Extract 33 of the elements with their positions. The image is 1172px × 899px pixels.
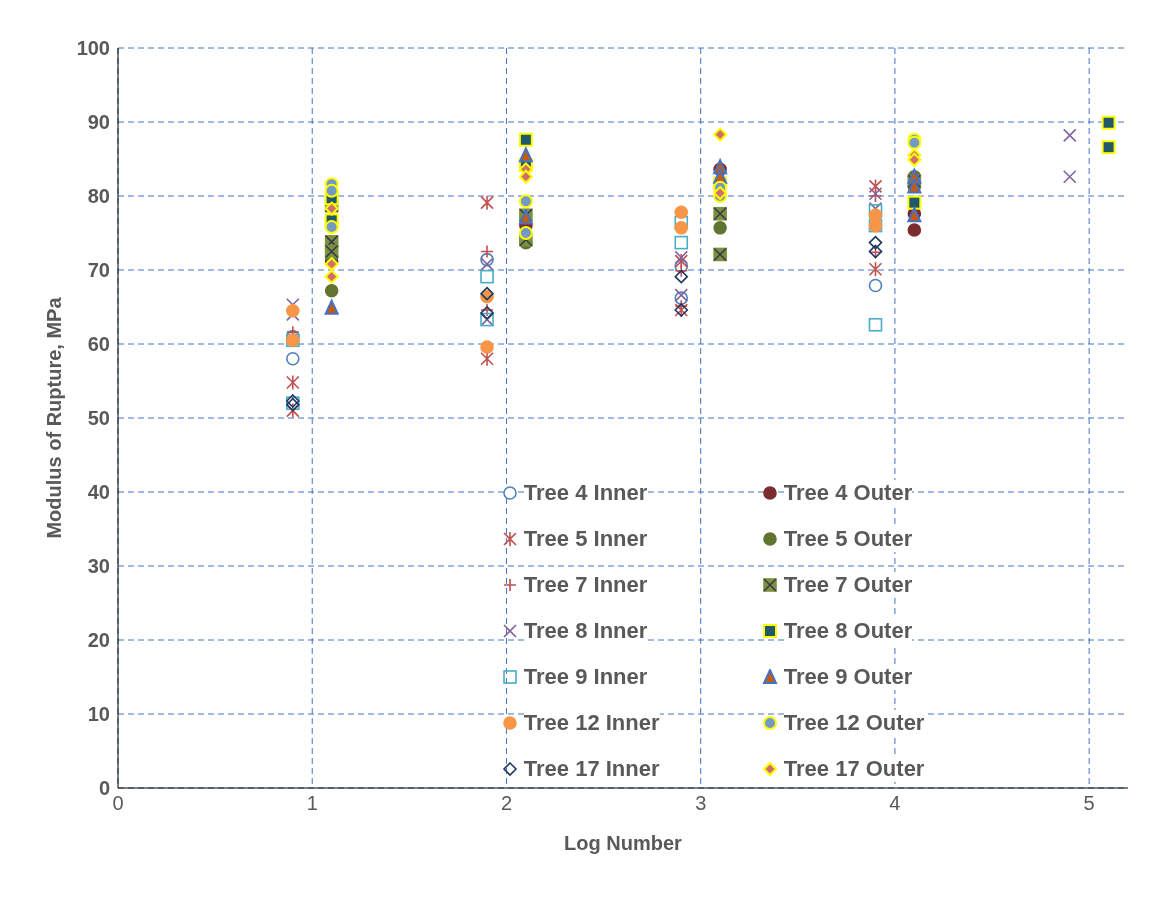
legend-label: Tree 4 Inner [523,479,648,506]
y-tick-label: 10 [87,703,110,726]
y-tick-label: 40 [87,481,110,504]
x-tick-label: 1 [306,792,318,815]
x-tick-label: 4 [889,792,901,815]
legend-label: Tree 12 Inner [523,709,660,736]
y-tick-label: 50 [87,407,110,430]
y-tick-label: 60 [87,333,110,356]
legend-label: Tree 12 Outer [783,709,925,736]
legend-label: Tree 7 Inner [523,571,648,598]
x-tick-label: 2 [500,792,513,815]
legend-label: Tree 17 Inner [523,755,660,782]
x-tick-label: 3 [695,792,707,815]
x-tick-label: 5 [1083,792,1095,815]
legend-label: Tree 5 Inner [523,525,648,552]
y-tick-label: 70 [87,259,110,282]
y-axis-title: Modulus of Rupture, MPa [43,296,66,539]
y-tick-label: 90 [87,111,110,134]
legend-label: Tree 4 Outer [783,479,913,506]
legend-label: Tree 9 Inner [523,663,648,690]
legend-label: Tree 5 Outer [783,525,913,552]
y-tick-label: 80 [87,185,110,208]
x-tick-label: 0 [112,792,124,815]
legend-label: Tree 9 Outer [783,663,913,690]
y-tick-label: 100 [76,37,110,60]
legend-label: Tree 8 Inner [523,617,648,644]
y-tick-label: 0 [98,777,110,800]
y-tick-label: 30 [87,555,110,578]
legend-label: Tree 17 Outer [783,755,925,782]
legend-label: Tree 7 Outer [783,571,913,598]
x-axis-title: Log Number [564,832,683,855]
legend-label: Tree 8 Outer [783,617,913,644]
y-tick-label: 20 [87,629,110,652]
